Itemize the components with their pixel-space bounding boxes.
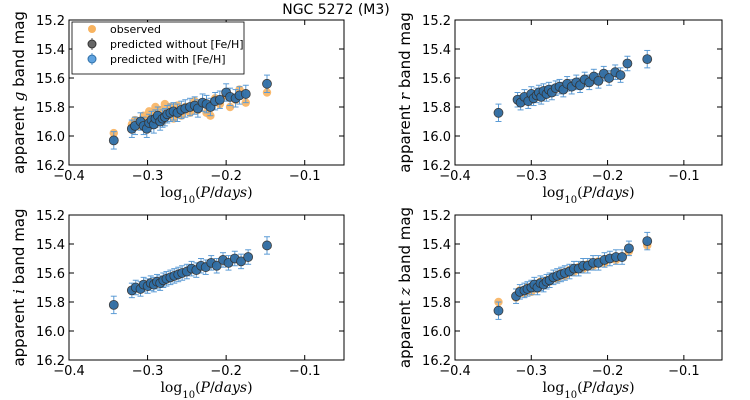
- y-tick-label: 15.4: [422, 43, 451, 58]
- x-tick-label: −0.2: [210, 169, 242, 184]
- y-tick-label: 16.0: [36, 130, 65, 145]
- x-tick-label: −0.4: [53, 364, 85, 379]
- x-axis-label: log10(P/days): [160, 185, 252, 206]
- y-tick-label: 15.6: [36, 72, 65, 87]
- x-tick-label: −0.3: [132, 364, 164, 379]
- x-tick-label: −0.2: [592, 169, 624, 184]
- y-tick-label: 16.0: [36, 325, 65, 340]
- predicted-point: [262, 240, 272, 251]
- predicted-point: [243, 252, 254, 262]
- x-tick-label: −0.3: [132, 169, 164, 184]
- y-tick-label: 16.0: [422, 325, 451, 340]
- plot-frame: [68, 214, 345, 361]
- y-tick-label: 16.0: [422, 130, 451, 145]
- x-axis-label: log10(P/days): [542, 185, 634, 206]
- predicted-point: [236, 256, 246, 267]
- y-tick-label: 15.8: [422, 296, 451, 311]
- predicted-point: [642, 54, 653, 65]
- legend-label-observed: observed: [110, 23, 161, 36]
- y-tick-label: 15.2: [422, 14, 451, 29]
- x-tick-label: −0.4: [439, 169, 471, 184]
- y-tick-label: 15.4: [36, 43, 65, 58]
- y-axis-label: apparent i band mag: [10, 208, 28, 366]
- x-tick-label: −0.3: [515, 364, 547, 379]
- predicted-point: [108, 135, 119, 146]
- x-tick-label: −0.1: [668, 169, 700, 184]
- x-tick-label: −0.2: [592, 364, 624, 379]
- predicted-point: [214, 94, 225, 105]
- predicted-point: [493, 305, 504, 316]
- legend-predicted-with-marker: [87, 54, 97, 64]
- predicted-point: [262, 78, 272, 89]
- legend-predicted-without-marker: [87, 39, 97, 49]
- plot-frame: [68, 19, 345, 166]
- predicted-point: [642, 236, 653, 247]
- y-tick-label: 15.8: [36, 296, 65, 311]
- y-tick-label: 16.2: [36, 159, 65, 174]
- plot-frame: [454, 19, 723, 166]
- predicted-point: [615, 70, 626, 80]
- predicted-point: [617, 252, 627, 262]
- y-tick-label: 15.2: [36, 14, 65, 29]
- legend-label-predicted-without: predicted without [Fe/H]: [110, 38, 244, 51]
- x-tick-label: −0.1: [289, 364, 321, 379]
- predicted-point: [493, 107, 504, 118]
- y-tick-label: 15.6: [422, 72, 451, 87]
- y-tick-label: 15.6: [422, 267, 451, 282]
- predicted-point: [240, 89, 251, 99]
- y-tick-label: 15.6: [36, 267, 65, 282]
- legend-box: [71, 21, 245, 75]
- x-tick-label: −0.2: [210, 364, 242, 379]
- plot-frame: [454, 214, 723, 361]
- predicted-point: [622, 58, 633, 69]
- panel-z: −0.4 −0.3 −0.2 −0.1 15.2 15.4 15.6 15.8 16.0 16.2…: [396, 207, 723, 400]
- figure-title: NGC 5272 (M3): [282, 2, 390, 18]
- x-tick-label: −0.1: [668, 364, 700, 379]
- x-tick-label: −0.1: [289, 169, 321, 184]
- y-tick-label: 15.4: [36, 238, 65, 253]
- y-tick-label: 15.8: [422, 101, 451, 116]
- x-axis-label: log10(P/days): [542, 380, 634, 400]
- x-tick-label: −0.4: [53, 169, 85, 184]
- predicted-point: [211, 260, 222, 271]
- panel-i: −0.4 −0.3 −0.2 −0.1 15.2 15.4 15.6 15.8 16.0 16.2…: [10, 208, 345, 400]
- observed-point: [225, 102, 235, 112]
- predicted-point: [108, 299, 119, 310]
- legend-observed-marker: [88, 25, 96, 33]
- y-tick-label: 16.2: [36, 354, 65, 369]
- predicted-point: [604, 73, 614, 83]
- panel-r: −0.4 −0.3 −0.2 −0.1 15.2 15.4 15.6 15.8 16.0 16.2…: [396, 12, 723, 206]
- x-axis-label: log10(P/days): [160, 380, 252, 400]
- predicted-point: [624, 243, 634, 254]
- y-axis-label: apparent r band mag: [396, 12, 414, 172]
- panel-g: −0.4 −0.3 −0.2 −0.1 15.2 15.4 15.6 15.8 16.0 16.2…: [10, 11, 345, 206]
- predicted-point: [593, 76, 604, 86]
- y-tick-label: 15.2: [422, 209, 451, 224]
- y-tick-label: 16.2: [422, 159, 451, 174]
- y-tick-label: 15.4: [422, 238, 451, 253]
- y-axis-label: apparent z band mag: [396, 207, 414, 368]
- legend: observed predicted without [Fe/H] predicte…: [71, 21, 245, 75]
- y-tick-label: 15.2: [36, 209, 65, 224]
- legend-label-predicted-with: predicted with [Fe/H]: [110, 53, 226, 66]
- panels-group: −0.4 −0.3 −0.2 −0.1 15.2 15.4 15.6 15.8 16.0 16.2…: [10, 11, 723, 400]
- y-tick-label: 16.2: [422, 354, 451, 369]
- x-tick-label: −0.3: [515, 169, 547, 184]
- x-tick-label: −0.4: [439, 364, 471, 379]
- y-tick-label: 15.8: [36, 101, 65, 116]
- y-axis-label: apparent g band mag: [10, 11, 28, 174]
